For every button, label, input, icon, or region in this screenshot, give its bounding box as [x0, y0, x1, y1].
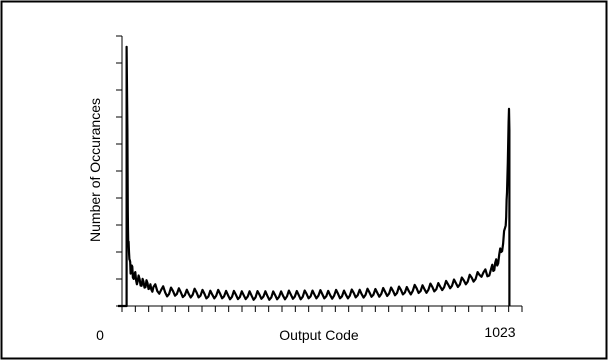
x-axis-label: Output Code — [279, 327, 359, 343]
x-tick-label-0: 0 — [96, 327, 104, 343]
histogram-line — [118, 45, 511, 308]
y-axis-label: Number of Occurances — [87, 98, 103, 242]
y-axis-ticks — [116, 35, 122, 307]
x-axis-ticks — [121, 306, 523, 312]
x-tick-label-1023: 1023 — [484, 324, 515, 340]
